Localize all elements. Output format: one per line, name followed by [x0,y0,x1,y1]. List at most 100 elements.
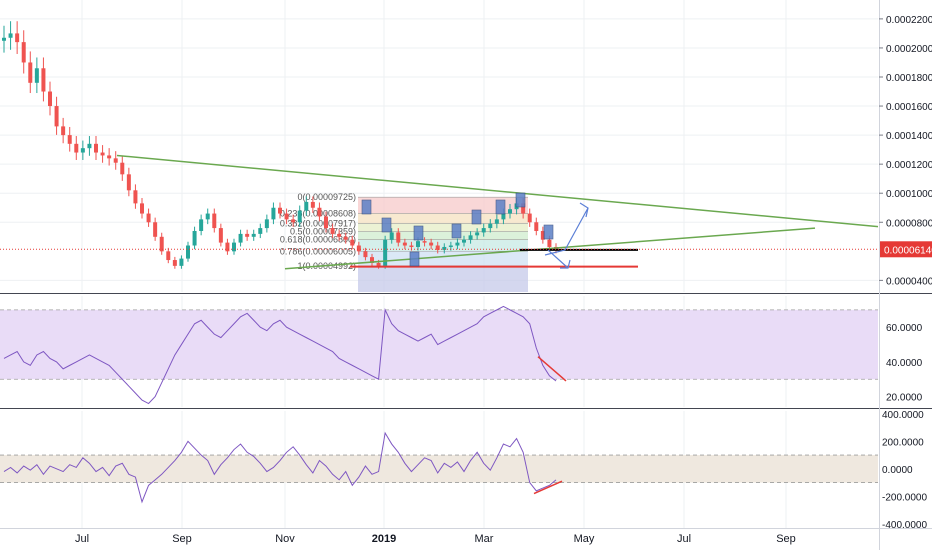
fib-zone [358,239,528,252]
candle [238,233,243,243]
candle [94,143,98,153]
candle [15,33,20,43]
fib-label: 0.786(0.00006005) [280,246,356,256]
candle [442,246,447,250]
price-panel: 0(0.00009725)0.236(0.00008608)0.382(0.00… [0,21,879,292]
candle [383,239,388,266]
candle [172,260,177,266]
candle [488,223,493,229]
candle [409,245,414,247]
candle [218,228,223,243]
candle [350,239,355,246]
bearish-arrow [547,249,569,269]
candle [422,241,427,243]
rsi-panel [0,305,878,405]
candle [245,233,250,237]
cci-panel [0,431,878,504]
time-axis-label: May [574,533,595,545]
candle [317,207,322,217]
time-axis-label: Mar [475,533,494,545]
cci-axis-label: 0.0000 [882,465,913,476]
rsi-axis-label: 40.0000 [886,358,923,369]
pattern-marker [543,224,554,240]
candle [225,242,230,252]
pattern-marker [471,209,482,225]
fib-zone [358,251,528,266]
candle [2,37,6,41]
candle [370,257,374,263]
time-axis-label: Jul [677,533,691,545]
candle [376,262,381,266]
cci-axis-label: -400.0000 [882,520,927,531]
time-axis-label: Jul [75,533,89,545]
cci-trendline [533,480,563,495]
candle [396,232,401,243]
rsi-trendline [537,356,567,382]
candle [74,143,79,153]
candle [324,216,328,229]
candle [534,222,539,231]
candle [402,242,407,246]
candle [133,190,138,204]
rsi-axis-label: 60.0000 [886,323,923,334]
pattern-marker [413,225,424,241]
candle [521,203,526,214]
rsi-axis-label: 20.0000 [886,393,923,404]
candle [251,233,256,237]
candle [199,219,204,231]
candle [481,228,486,233]
lower-trendline [284,227,816,270]
candle [527,213,532,223]
candle [310,201,315,208]
cci-axis-label: -200.0000 [882,492,927,503]
time-axis-label: 2019 [372,533,396,545]
candle [186,245,190,259]
last-price-label: 0.00006140 [884,245,932,256]
candle [448,245,453,247]
pattern-marker [381,217,392,233]
candle [28,62,33,83]
rsi-line [3,305,557,405]
cci-axis-label: 400.0000 [882,410,924,421]
bearish-arrow-head [560,259,571,269]
fib-label: 0.382(0.00007917) [280,218,356,228]
candle [501,213,506,220]
candle [462,239,466,243]
candle [159,236,164,252]
candle [107,155,112,159]
last-price-tag [880,241,932,258]
candle [363,251,368,258]
pattern-marker [451,223,462,239]
cci-band [0,455,878,483]
candle [192,230,197,246]
fib-label: 0(0.00009725) [297,192,356,202]
candle [540,230,545,240]
candle [120,162,125,175]
candle [284,213,289,220]
candle [297,210,302,223]
candle [258,228,263,234]
upper-trendline [116,154,879,228]
candle [8,33,13,38]
rsi-band [0,309,878,380]
candle [100,152,105,156]
candle [304,201,309,211]
candle [356,245,361,252]
candle [212,213,217,229]
candle [278,207,282,214]
candle [389,232,394,240]
candle [61,126,66,136]
candle [343,236,348,240]
candle [67,135,72,144]
candle [113,158,118,163]
candle [429,242,434,246]
